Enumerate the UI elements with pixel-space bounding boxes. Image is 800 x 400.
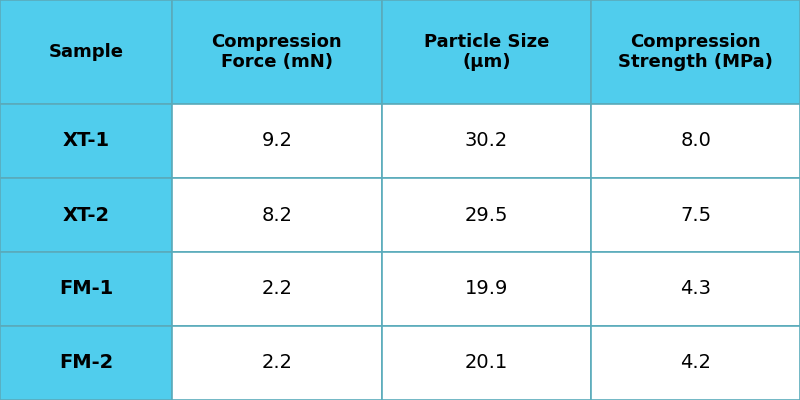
Text: 7.5: 7.5 <box>680 206 711 224</box>
Text: 19.9: 19.9 <box>465 280 508 298</box>
Bar <box>0 178 172 252</box>
Text: 30.2: 30.2 <box>465 132 508 150</box>
Bar <box>382 326 591 400</box>
Bar <box>382 0 591 104</box>
Text: 20.1: 20.1 <box>465 354 508 372</box>
Bar <box>591 326 800 400</box>
Text: Particle Size
(μm): Particle Size (μm) <box>424 33 549 71</box>
Text: 9.2: 9.2 <box>262 132 292 150</box>
Text: 2.2: 2.2 <box>262 280 292 298</box>
Text: XT-2: XT-2 <box>62 206 110 224</box>
Text: Compression
Force (mN): Compression Force (mN) <box>211 33 342 71</box>
Bar <box>382 104 591 178</box>
Bar <box>591 0 800 104</box>
Text: 4.2: 4.2 <box>680 354 711 372</box>
Bar <box>172 0 382 104</box>
Bar <box>172 104 382 178</box>
Text: 2.2: 2.2 <box>262 354 292 372</box>
Text: 8.0: 8.0 <box>680 132 711 150</box>
Bar <box>172 326 382 400</box>
Bar <box>382 178 591 252</box>
Text: 29.5: 29.5 <box>465 206 508 224</box>
Bar <box>0 104 172 178</box>
Text: 4.3: 4.3 <box>680 280 711 298</box>
Bar <box>172 178 382 252</box>
Bar <box>0 252 172 326</box>
Text: Sample: Sample <box>49 43 123 61</box>
Bar <box>591 104 800 178</box>
Bar <box>0 326 172 400</box>
Text: 8.2: 8.2 <box>262 206 292 224</box>
Bar <box>591 178 800 252</box>
Text: FM-2: FM-2 <box>59 354 113 372</box>
Bar <box>0 0 172 104</box>
Text: XT-1: XT-1 <box>62 132 110 150</box>
Bar <box>382 252 591 326</box>
Text: FM-1: FM-1 <box>59 280 113 298</box>
Bar <box>172 252 382 326</box>
Bar <box>591 252 800 326</box>
Text: Compression
Strength (MPa): Compression Strength (MPa) <box>618 33 773 71</box>
